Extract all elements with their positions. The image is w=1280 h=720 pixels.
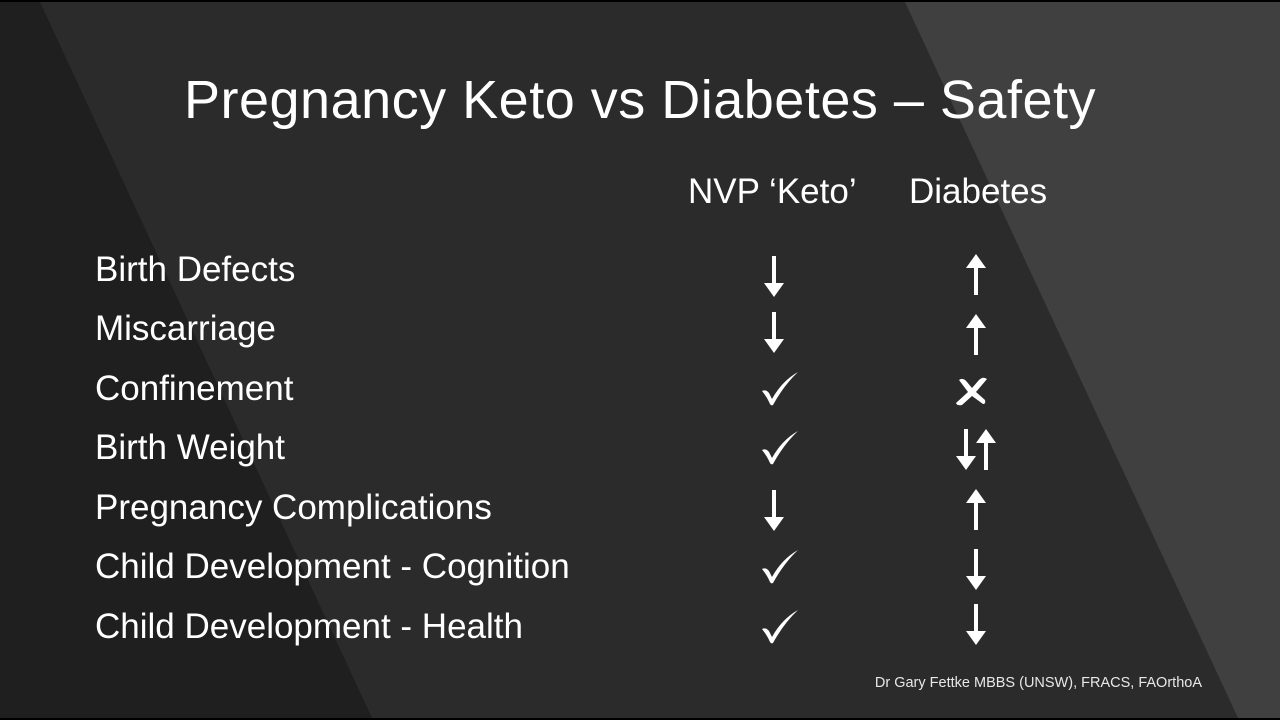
row-label-birth-defects: Birth Defects <box>95 250 296 289</box>
author-credit: Dr Gary Fettke MBBS (UNSW), FRACS, FAOrt… <box>874 675 1202 691</box>
check-icon <box>750 542 810 592</box>
up-arrow-icon <box>946 310 1006 360</box>
row-label-confinement: Confinement <box>95 369 294 408</box>
check-icon <box>750 423 810 473</box>
column-header-keto: NVP ‘Keto’ <box>688 172 857 211</box>
down-arrow-icon <box>946 545 1006 595</box>
row-label-pregnancy-complications: Pregnancy Complications <box>95 488 492 527</box>
column-header-diabetes: Diabetes <box>909 172 1048 211</box>
down-arrow-icon <box>744 308 804 358</box>
row-label-child-development-health: Child Development - Health <box>95 607 523 646</box>
down-arrow-icon <box>946 600 1006 650</box>
cross-icon <box>942 366 1002 416</box>
down-up-arrows-icon <box>946 425 1006 475</box>
row-label-miscarriage: Miscarriage <box>95 309 276 348</box>
up-arrow-icon <box>946 250 1006 300</box>
down-arrow-icon <box>744 486 804 536</box>
down-arrow-icon <box>744 252 804 302</box>
check-icon <box>750 364 810 414</box>
right-light-band <box>905 2 1280 718</box>
slide-title: Pregnancy Keto vs Diabetes – Safety <box>183 70 1096 130</box>
up-arrow-icon <box>946 485 1006 535</box>
row-label-birth-weight: Birth Weight <box>95 428 285 467</box>
left-dark-band <box>0 2 372 718</box>
check-icon <box>750 602 810 652</box>
row-label-child-development-cognition: Child Development - Cognition <box>95 547 570 586</box>
